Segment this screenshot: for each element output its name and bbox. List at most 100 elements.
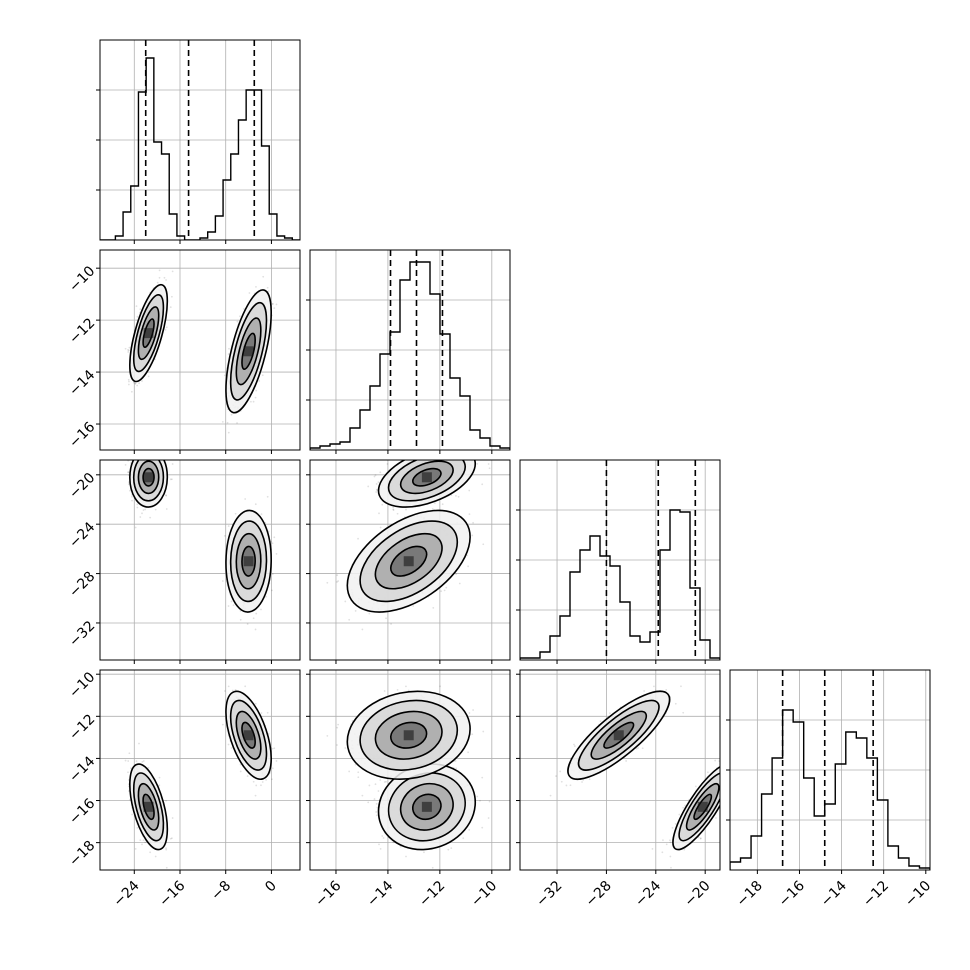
- sample-point: [144, 841, 147, 844]
- sample-point: [170, 478, 173, 481]
- sample-point: [250, 400, 252, 403]
- density-peak: [403, 556, 414, 567]
- sample-point: [381, 503, 384, 506]
- sample-point: [134, 382, 137, 385]
- sample-point: [158, 784, 161, 787]
- sample-point: [223, 690, 226, 692]
- density-peak: [243, 346, 254, 357]
- sample-point: [378, 512, 380, 515]
- sample-point: [254, 702, 257, 705]
- sample-point: [227, 685, 230, 688]
- sample-point: [154, 855, 157, 858]
- sample-point: [155, 453, 157, 455]
- y-tick-label: −24: [66, 519, 98, 551]
- sample-point: [239, 315, 241, 318]
- sample-point: [236, 422, 238, 424]
- sample-point: [271, 542, 274, 545]
- sample-point: [127, 760, 130, 762]
- sample-point: [139, 839, 142, 842]
- sample-point: [326, 581, 329, 584]
- sample-point: [227, 743, 230, 746]
- sample-point: [139, 308, 142, 311]
- histogram-line: [520, 509, 720, 660]
- sample-point: [227, 605, 230, 607]
- sample-point: [246, 623, 249, 625]
- histogram-panel-1: [306, 249, 511, 454]
- sample-point: [435, 456, 437, 458]
- sample-point: [223, 534, 226, 537]
- sample-point: [255, 784, 258, 787]
- sample-point: [373, 475, 376, 478]
- sample-point: [396, 512, 399, 515]
- sample-point: [165, 494, 167, 497]
- sample-point: [157, 455, 159, 457]
- sample-point: [404, 457, 406, 459]
- sample-point: [158, 457, 160, 459]
- sample-point: [165, 508, 168, 510]
- sample-point: [134, 847, 137, 850]
- axes-frame: [99, 459, 301, 661]
- sample-point: [124, 759, 127, 762]
- sample-point: [127, 483, 130, 486]
- sample-point: [392, 509, 395, 511]
- sample-point: [254, 628, 257, 631]
- sample-point: [260, 712, 263, 714]
- sample-point: [152, 453, 154, 455]
- sample-point: [375, 488, 378, 491]
- sample-point: [273, 536, 276, 539]
- histogram-line: [310, 261, 510, 450]
- sample-point: [375, 483, 378, 485]
- sample-point: [471, 534, 474, 537]
- sample-point: [147, 766, 150, 769]
- sample-point: [252, 400, 255, 403]
- sample-point: [479, 455, 481, 457]
- sample-point: [275, 552, 278, 555]
- sample-point: [266, 495, 269, 498]
- sample-point: [159, 443, 161, 445]
- density-peak: [143, 472, 154, 483]
- sample-point: [453, 457, 455, 459]
- sample-point: [127, 383, 130, 386]
- sample-point: [146, 455, 148, 457]
- axes-frame: [99, 39, 301, 241]
- sample-point: [156, 281, 159, 284]
- sample-point: [426, 453, 428, 455]
- sample-point: [165, 326, 168, 329]
- sample-point: [476, 462, 479, 465]
- sample-point: [273, 307, 276, 310]
- density-peak: [421, 472, 432, 483]
- sample-point: [357, 537, 359, 540]
- sample-point: [420, 453, 422, 455]
- sample-point: [379, 526, 382, 529]
- sample-point: [136, 503, 139, 506]
- sample-point: [455, 573, 458, 575]
- sample-point: [169, 478, 172, 481]
- sample-point: [271, 303, 274, 305]
- sample-point: [141, 512, 143, 515]
- sample-point: [412, 605, 415, 607]
- sample-point: [266, 286, 269, 289]
- scatter-panel-2-0: −32−28−24−20: [66, 443, 301, 664]
- sample-point: [458, 582, 461, 585]
- sample-point: [128, 451, 130, 453]
- sample-point: [142, 839, 145, 842]
- sample-point: [146, 445, 148, 447]
- axes-frame: [519, 459, 721, 661]
- y-tick-label: −16: [66, 419, 98, 451]
- sample-point: [472, 521, 474, 524]
- sample-point: [448, 444, 450, 446]
- sample-point: [142, 509, 145, 511]
- sample-point: [243, 307, 245, 310]
- sample-point: [427, 452, 429, 454]
- axes-frame: [309, 249, 511, 451]
- sample-point: [244, 685, 247, 688]
- sample-point: [156, 452, 158, 454]
- sample-point: [432, 606, 435, 609]
- y-tick-label: −20: [66, 470, 98, 502]
- scatter-panel-3-0: −24 −16 −8 0−18−16−14−12−10: [66, 669, 301, 910]
- sample-point: [487, 463, 490, 465]
- sample-point: [138, 742, 140, 745]
- sample-point: [169, 837, 172, 840]
- sample-point: [455, 494, 457, 497]
- sample-point: [255, 286, 257, 288]
